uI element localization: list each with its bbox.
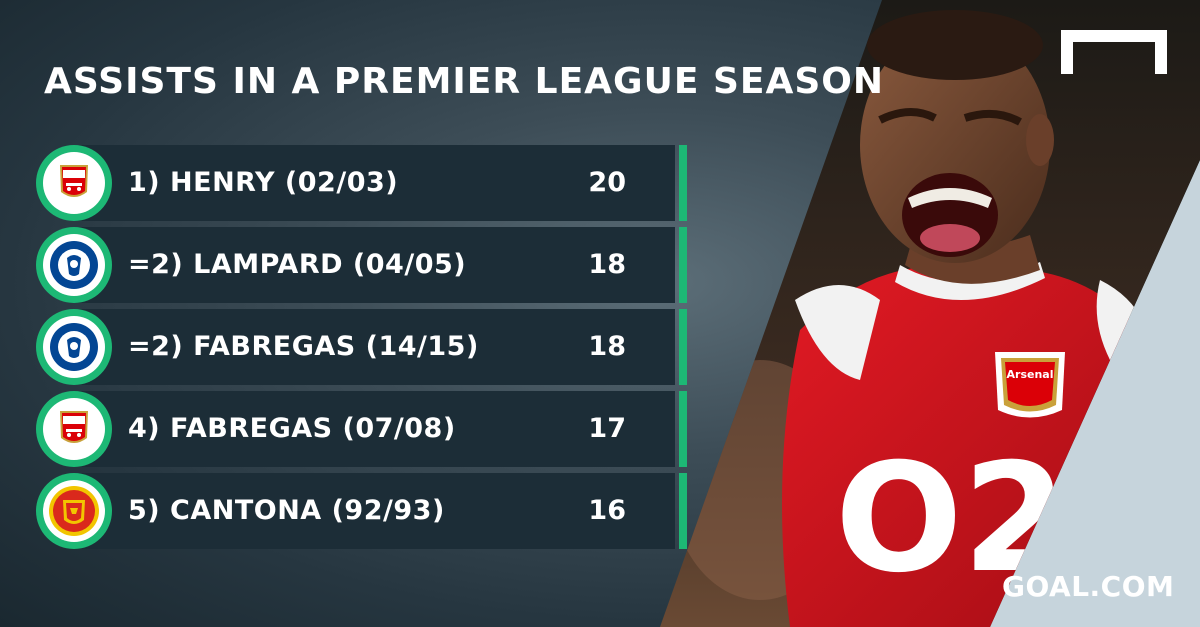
row-label: =2) LAMPARD (04/05) [128, 249, 467, 280]
list-item: =2) FABREGAS (14/15) 18 [36, 309, 687, 385]
row-value: 18 [588, 331, 626, 362]
row-accent [679, 145, 687, 221]
arsenal-crest-icon [60, 411, 88, 443]
row-bar [70, 473, 675, 549]
brand-label: GOAL.COM [1002, 570, 1175, 603]
row-value: 20 [588, 167, 626, 198]
row-accent [679, 309, 687, 385]
chelsea-crest-icon [50, 323, 98, 371]
chelsea-crest-icon [50, 241, 98, 289]
row-bar [70, 227, 675, 303]
row-value: 16 [588, 495, 626, 526]
shirt-crest-text: Arsenal [1007, 368, 1054, 381]
row-label: 1) HENRY (02/03) [128, 167, 399, 198]
manutd-crest-icon [49, 486, 99, 536]
club-badge [36, 227, 112, 303]
row-accent [679, 227, 687, 303]
goal-post-icon [1061, 30, 1167, 74]
list-item: 1) HENRY (02/03) 20 [36, 145, 687, 221]
row-bar [70, 391, 675, 467]
row-label: =2) FABREGAS (14/15) [128, 331, 479, 362]
list-item: 5) CANTONA (92/93) 16 [36, 473, 687, 549]
row-label: 5) CANTONA (92/93) [128, 495, 445, 526]
row-bar [70, 145, 675, 221]
club-badge [36, 309, 112, 385]
list-item: =2) LAMPARD (04/05) 18 [36, 227, 687, 303]
row-label: 4) FABREGAS (07/08) [128, 413, 456, 444]
club-badge [36, 145, 112, 221]
arsenal-crest-icon [60, 165, 88, 197]
row-value: 17 [588, 413, 626, 444]
club-badge [36, 473, 112, 549]
row-value: 18 [588, 249, 626, 280]
row-accent [679, 391, 687, 467]
row-bar [70, 309, 675, 385]
row-accent [679, 473, 687, 549]
page-title: ASSISTS IN A PREMIER LEAGUE SEASON [44, 61, 884, 102]
list-item: 4) FABREGAS (07/08) 17 [36, 391, 687, 467]
club-badge [36, 391, 112, 467]
